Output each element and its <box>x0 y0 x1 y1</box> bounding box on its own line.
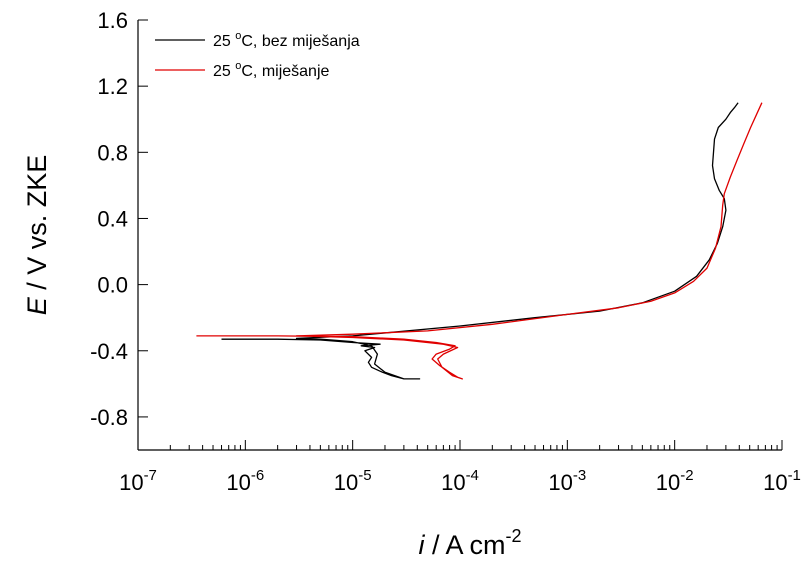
y-tick-label: 1.2 <box>97 74 128 99</box>
x-tick-label: 10-1 <box>763 467 801 495</box>
series-layer <box>196 102 763 380</box>
y-tick-label: 0.4 <box>97 206 128 231</box>
y-tick-label: -0.4 <box>90 339 128 364</box>
legend: 25 oC, bez miješanja 25 oC, miješanje <box>155 30 360 80</box>
x-tick-label: 10-3 <box>548 467 586 495</box>
series-line-0 <box>221 102 739 380</box>
x-axis-ticks: 10-7 10-6 10-5 10-4 10-3 10-2 10-1 <box>119 440 801 495</box>
x-tick-label: 10-6 <box>226 467 264 495</box>
plot-frame <box>137 20 782 451</box>
x-tick-label: 10-2 <box>656 467 694 495</box>
legend-label-bez-mijesanja: 25 oC, bez miješanja <box>213 30 360 50</box>
y-tick-label: 1.6 <box>97 8 128 33</box>
y-tick-label: -0.8 <box>90 405 128 430</box>
legend-label-mijesanje: 25 oC, miješanje <box>213 60 330 80</box>
y-axis-ticks: -0.8 -0.4 0.0 0.4 0.8 1.2 1.6 <box>90 8 148 430</box>
x-tick-label: 10-5 <box>334 467 372 495</box>
y-tick-label: 0.8 <box>97 140 128 165</box>
x-axis-title: i / A cm-2 <box>418 526 521 560</box>
x-tick-label: 10-4 <box>441 467 479 495</box>
x-tick-label: 10-7 <box>119 467 157 495</box>
series-line-1 <box>196 102 763 380</box>
y-axis-title: E / V vs. ZKE <box>22 155 52 316</box>
y-tick-label: 0.0 <box>97 273 128 298</box>
